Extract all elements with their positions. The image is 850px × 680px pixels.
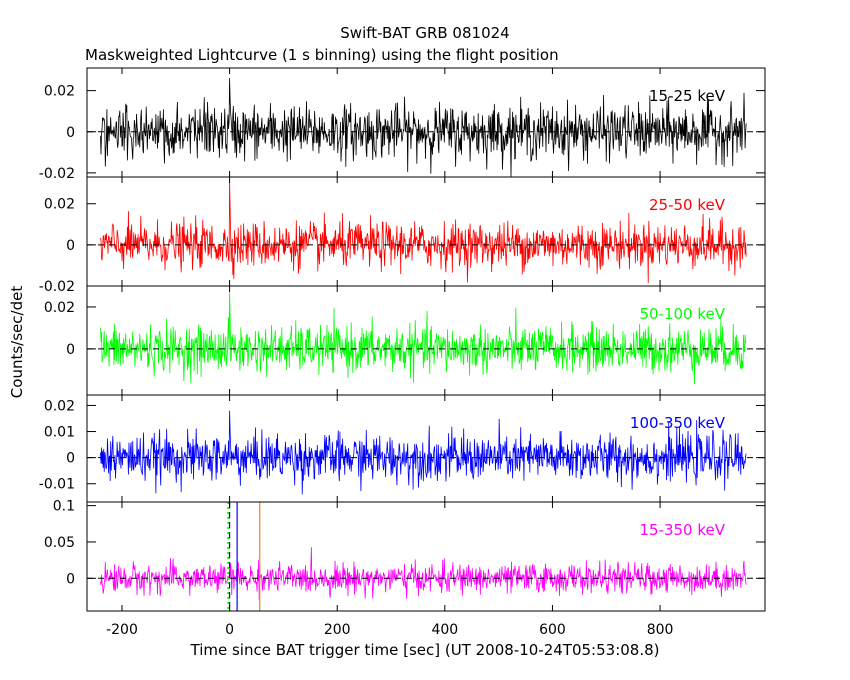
chart-subtitle: Maskweighted Lightcurve (1 s binning) us… <box>85 46 559 64</box>
band-label-0: 15-25 keV <box>649 87 726 105</box>
band-label-3: 100-350 keV <box>630 414 726 432</box>
band-label-2: 50-100 keV <box>639 305 725 323</box>
ytick-label-1-0: -0.02 <box>39 279 75 295</box>
lightcurve-trace-1 <box>100 181 747 284</box>
panel-2: 0 0.02 50-100 keV <box>44 285 766 396</box>
ytick-label-4-0: 0 <box>66 571 75 587</box>
ytick-label-3-0: -0.01 <box>39 477 75 493</box>
ytick-label-0-1: 0 <box>66 125 75 141</box>
panel-4: 0 0.05 0.1 -200 0 200 400 600 800 15-350 keV <box>44 499 766 638</box>
lightcurve-trace-0 <box>100 78 747 178</box>
ytick-label-4-2: 0.1 <box>53 499 75 515</box>
xtick-label-5: 800 <box>647 622 674 638</box>
ytick-label-1-2: 0.02 <box>44 197 75 213</box>
ytick-label-2-1: 0.02 <box>44 300 75 316</box>
ytick-label-0-0: -0.02 <box>39 166 75 182</box>
chart-title: Swift-BAT GRB 081024 <box>340 24 509 42</box>
ytick-label-4-1: 0.05 <box>44 535 75 551</box>
ytick-label-3-3: 0.02 <box>44 398 75 414</box>
lightcurve-trace-3 <box>100 410 747 495</box>
y-axis-label: Counts/sec/det <box>8 286 26 399</box>
ytick-label-3-2: 0.01 <box>44 425 75 441</box>
xtick-label-2: 200 <box>324 622 351 638</box>
band-label-4: 15-350 keV <box>639 521 725 539</box>
xtick-label-3: 400 <box>431 622 458 638</box>
lightcurve-trace-2 <box>100 292 747 385</box>
x-axis-label: Time since BAT trigger time [sec] (UT 20… <box>190 641 660 659</box>
ytick-label-2-0: 0 <box>66 342 75 358</box>
lightcurve-trace-4 <box>100 547 747 601</box>
ytick-label-0-2: 0.02 <box>44 84 75 100</box>
xtick-label-4: 600 <box>539 622 566 638</box>
ytick-label-1-1: 0 <box>66 238 75 254</box>
ytick-label-3-1: 0 <box>66 451 75 467</box>
band-label-1: 25-50 keV <box>649 196 726 214</box>
panel-0: -0.02 0 0.02 15-25 keV <box>39 67 766 182</box>
xtick-label-0: -200 <box>106 622 138 638</box>
panel-frame-4 <box>86 501 766 612</box>
xtick-label-1: 0 <box>225 622 234 638</box>
